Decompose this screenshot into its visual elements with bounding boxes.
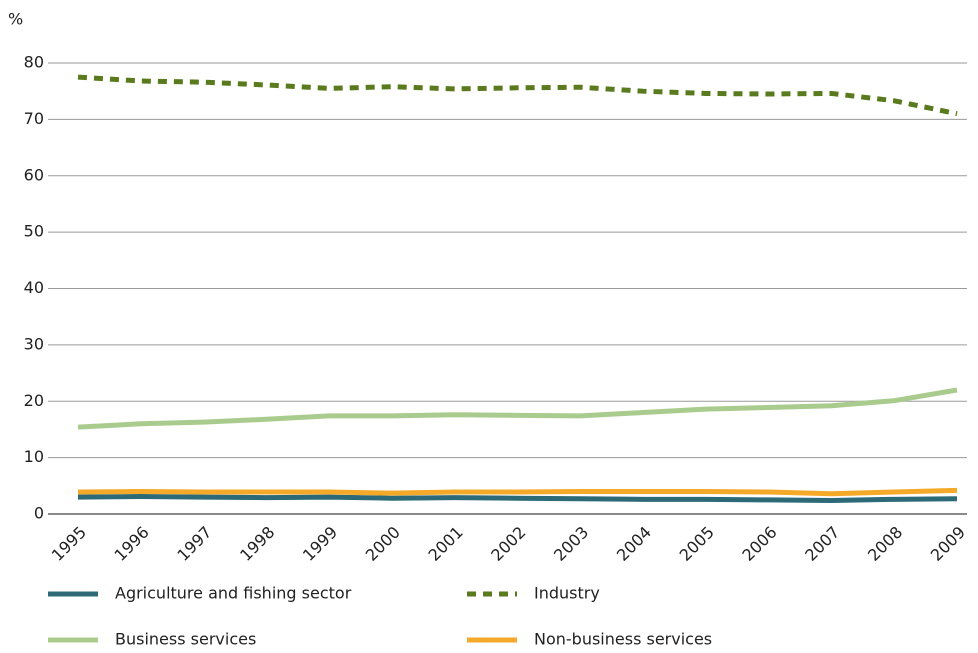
y-tick-label: 50 [24,222,44,241]
x-tick-label: 2007 [801,523,843,565]
legend-label: Business services [115,630,256,649]
y-tick-label: 20 [24,391,44,410]
x-tick-label: 1998 [236,523,278,565]
y-tick-label: 40 [24,278,44,297]
x-tick-label: 2005 [676,523,718,565]
x-tick-label: 2002 [487,523,529,565]
legend-label: Non-business services [534,630,712,649]
legend-label: Industry [534,584,600,603]
y-tick-label: 80 [24,53,44,72]
y-tick-label: 70 [24,109,44,128]
x-tick-label: 1995 [48,523,90,565]
x-tick-label: 2008 [864,523,906,565]
legend-label: Agriculture and fishing sector [115,584,352,603]
x-tick-label: 2003 [550,523,592,565]
x-tick-label: 2004 [613,523,655,565]
x-tick-label: 1997 [173,523,215,565]
y-axis-label: % [8,10,23,29]
x-tick-label: 2006 [738,523,780,565]
y-tick-label: 0 [34,504,44,523]
x-tick-label: 2000 [362,523,404,565]
x-tick-label: 2009 [927,523,969,565]
series-line [77,74,958,117]
y-tick-label: 60 [24,165,44,184]
x-tick-label: 1996 [111,523,153,565]
series-line [77,487,958,497]
series-line [77,387,958,430]
x-tick-label: 1999 [299,523,341,565]
series-line [77,494,958,503]
y-tick-label: 30 [24,334,44,353]
y-tick-label: 10 [24,447,44,466]
x-tick-label: 2001 [424,523,466,565]
